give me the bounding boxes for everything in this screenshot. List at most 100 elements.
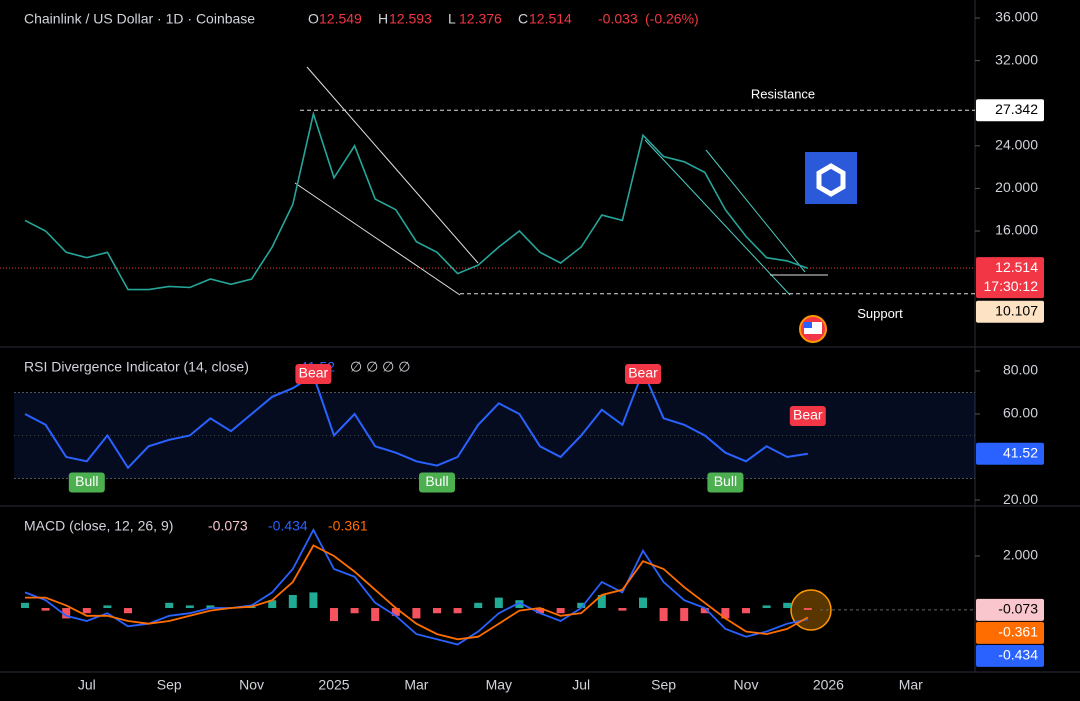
signal-label: Bear bbox=[628, 365, 658, 381]
rsi-last: 41.52 bbox=[1003, 444, 1038, 460]
change-percent: (-0.26%) bbox=[645, 11, 699, 27]
ohlc-label: C bbox=[518, 11, 528, 27]
histogram-bar bbox=[515, 600, 524, 609]
histogram-bar bbox=[803, 608, 812, 610]
histogram-bar bbox=[721, 608, 730, 619]
x-tick-label: 2025 bbox=[318, 677, 349, 693]
histogram-bar bbox=[618, 608, 627, 611]
x-tick-label: May bbox=[486, 677, 512, 693]
histogram-bar bbox=[453, 608, 462, 614]
histogram-bar bbox=[309, 592, 318, 609]
y-tick-label: 36.000 bbox=[995, 9, 1038, 25]
pane-title: MACD (close, 12, 26, 9) bbox=[24, 518, 173, 534]
histogram-bar bbox=[21, 602, 29, 609]
macd-header-value: -0.073 bbox=[208, 518, 248, 534]
signal-box bbox=[789, 406, 826, 426]
signal-label: Bull bbox=[714, 473, 737, 489]
histogram-bar bbox=[762, 605, 771, 609]
signal-box bbox=[625, 364, 661, 384]
ohlc-label: L bbox=[448, 11, 456, 27]
histogram-bar bbox=[597, 595, 606, 609]
histogram-bar bbox=[288, 595, 297, 609]
support-value: 10.107 bbox=[995, 303, 1038, 319]
signal-box bbox=[419, 472, 455, 493]
resistance-label: Resistance bbox=[751, 87, 815, 102]
histogram-bar bbox=[124, 608, 132, 614]
chainlink-logo bbox=[805, 152, 857, 204]
last-price-box bbox=[976, 257, 1044, 299]
histogram-bar bbox=[659, 608, 668, 622]
macd-last-box bbox=[976, 644, 1044, 667]
signal-box bbox=[295, 364, 332, 384]
pane-separators bbox=[0, 0, 1080, 673]
macd-last-box bbox=[976, 598, 1044, 621]
histogram-bar bbox=[494, 597, 503, 609]
y-tick-label: 60.00 bbox=[1003, 405, 1038, 421]
x-tick-label: Nov bbox=[239, 677, 264, 693]
ohlc-value: 12.514 bbox=[529, 11, 572, 27]
histogram-bar bbox=[165, 602, 174, 609]
support-value-box bbox=[976, 300, 1044, 323]
y-tick-label: 16.000 bbox=[995, 222, 1038, 238]
macd-last: -0.361 bbox=[998, 624, 1038, 640]
y-tick-label: 80.00 bbox=[1003, 362, 1038, 378]
histogram-bar bbox=[41, 608, 50, 611]
macd-last: -0.073 bbox=[998, 601, 1038, 617]
macd-line bbox=[25, 544, 809, 641]
trendline bbox=[294, 182, 461, 296]
histogram-bar bbox=[742, 608, 750, 614]
histogram-bar bbox=[103, 605, 112, 609]
histogram-bar bbox=[577, 602, 586, 609]
y-tick-label: 20.00 bbox=[1003, 491, 1038, 507]
histogram-bar bbox=[391, 608, 400, 616]
x-tick-label: 2026 bbox=[813, 677, 844, 693]
histogram-bar bbox=[62, 608, 71, 619]
rsi-placeholders: ∅ ∅ ∅ ∅ bbox=[350, 359, 410, 375]
signal-label: Bull bbox=[425, 473, 448, 489]
histogram-bar bbox=[206, 605, 215, 609]
trendline bbox=[306, 66, 479, 264]
histogram-bar bbox=[700, 608, 709, 614]
histogram-bar bbox=[371, 608, 380, 622]
last-price: 12.514 bbox=[995, 259, 1038, 275]
histogram-bar bbox=[433, 608, 441, 614]
flag-badge bbox=[799, 315, 827, 343]
x-tick-label: Nov bbox=[734, 677, 759, 693]
y-tick-label: 20.000 bbox=[995, 179, 1038, 195]
signal-label: Bull bbox=[75, 473, 98, 489]
histogram-bar bbox=[556, 608, 565, 614]
histogram-bar bbox=[783, 602, 792, 609]
signal-box bbox=[707, 472, 744, 493]
macd-header-value: -0.434 bbox=[268, 518, 308, 534]
pane-title: RSI Divergence Indicator (14, close) bbox=[24, 359, 249, 375]
histogram-bar bbox=[350, 608, 359, 614]
histogram-bar bbox=[680, 608, 689, 622]
y-tick-label: 24.000 bbox=[995, 137, 1038, 153]
trendline bbox=[644, 139, 791, 296]
resistance-value: 27.342 bbox=[995, 101, 1038, 117]
rsi-line bbox=[24, 368, 808, 470]
flag-canton bbox=[804, 322, 812, 328]
x-tick-label: Jul bbox=[78, 677, 96, 693]
support-label: Support bbox=[857, 306, 903, 321]
macd-line bbox=[24, 527, 808, 646]
trendline bbox=[705, 149, 806, 273]
histogram-bar bbox=[536, 608, 544, 614]
rsi-last-box bbox=[976, 442, 1044, 465]
ohlc-value: 12.549 bbox=[319, 11, 362, 27]
logo-hexagon bbox=[816, 163, 846, 197]
signal-box bbox=[68, 472, 105, 493]
ohlc-value: 12.376 bbox=[459, 11, 502, 27]
signal-label: Bear bbox=[299, 365, 329, 381]
x-tick-label: Mar bbox=[404, 677, 428, 693]
y-tick-label: 32.000 bbox=[995, 51, 1038, 67]
histogram-bar bbox=[639, 597, 647, 609]
change: -0.033 bbox=[598, 11, 638, 27]
x-tick-label: Sep bbox=[157, 677, 182, 693]
ohlc-label: H bbox=[378, 11, 388, 27]
histogram-bar bbox=[474, 602, 483, 609]
histogram-bar bbox=[82, 608, 91, 614]
